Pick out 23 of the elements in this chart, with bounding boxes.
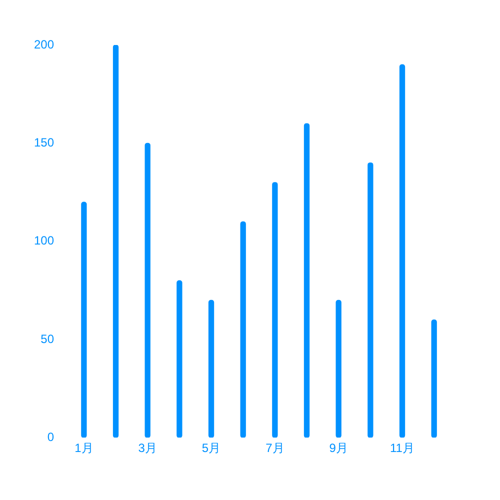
y-tick-label: 150	[34, 135, 54, 150]
bar	[336, 300, 342, 438]
x-tick-label: 9月	[329, 441, 348, 456]
x-tick-label: 11月	[390, 441, 414, 456]
bar	[368, 162, 374, 438]
y-tick-label: 50	[40, 332, 54, 346]
x-tick-label: 1月	[74, 441, 94, 456]
y-tick-label: 100	[34, 234, 54, 248]
x-tick-label: 5月	[202, 441, 221, 456]
x-tick-label: 3月	[138, 441, 157, 456]
y-tick-label: 200	[34, 37, 54, 52]
bar	[112, 45, 119, 438]
bar	[304, 123, 310, 438]
bar	[240, 221, 246, 438]
x-tick-label: 7月	[266, 441, 284, 456]
bar	[431, 319, 437, 438]
bar	[208, 300, 214, 438]
bar	[144, 142, 150, 438]
bar	[176, 280, 182, 438]
bar	[399, 64, 406, 438]
bar	[272, 182, 278, 438]
bar	[81, 202, 87, 438]
y-tick-label: 0	[47, 430, 54, 444]
